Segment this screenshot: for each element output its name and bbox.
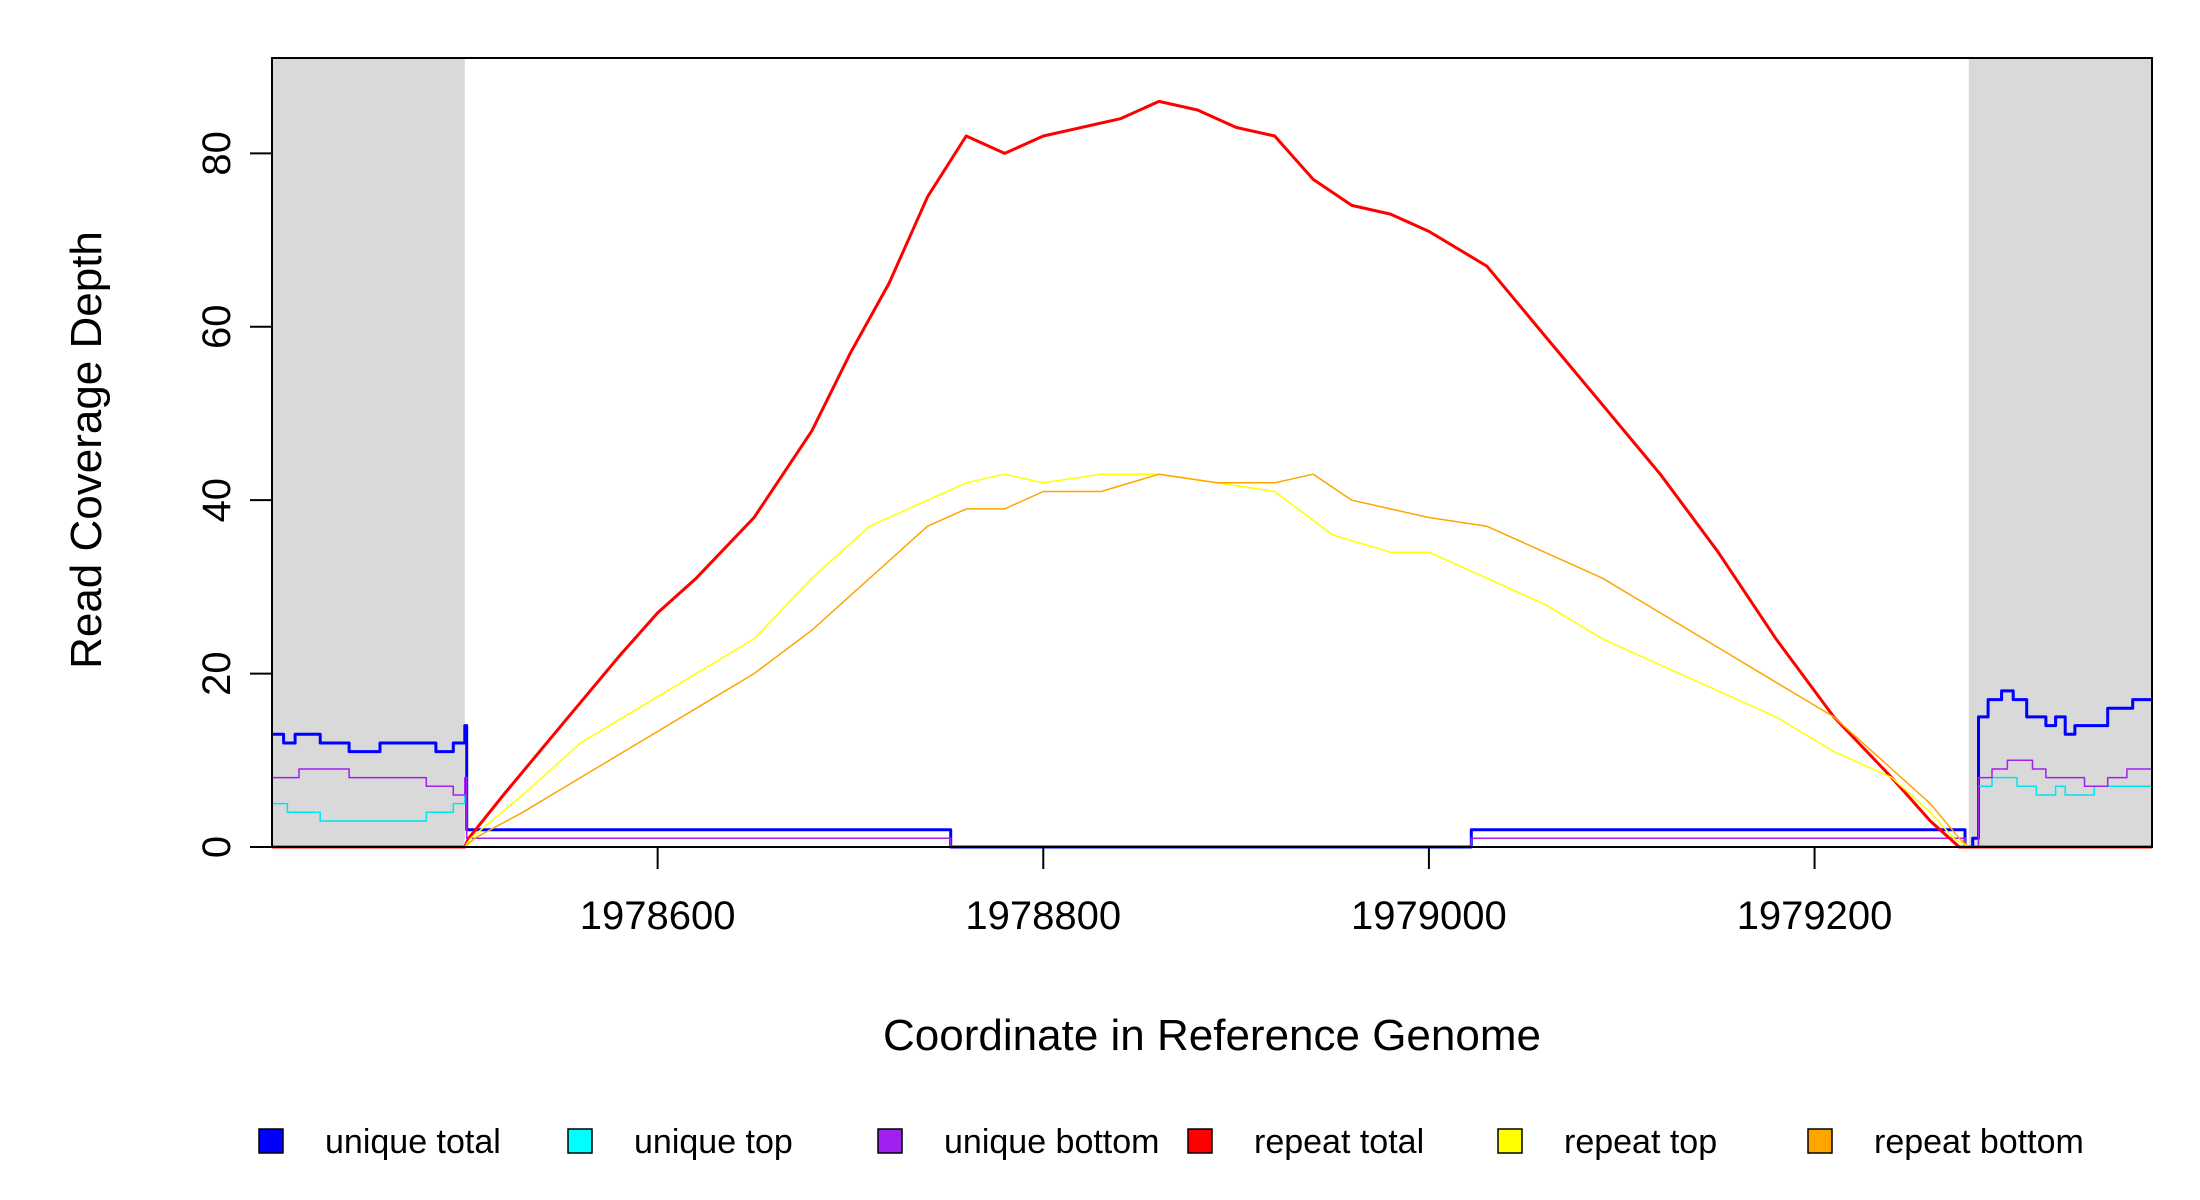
legend-item-repeat-bottom: repeat bottom — [1807, 1123, 2084, 1161]
x-axis-title: Coordinate in Reference Genome — [883, 1011, 1541, 1060]
legend-item-repeat-total: repeat total — [1187, 1123, 1424, 1161]
legend-label: unique top — [634, 1123, 793, 1161]
x-tick-label: 1979200 — [1737, 894, 1893, 938]
y-tick-label: 40 — [195, 478, 239, 522]
legend-label: unique bottom — [944, 1123, 1160, 1161]
legend-swatch — [1807, 1128, 1833, 1154]
series-unique-bottom — [272, 759, 2153, 848]
series-repeat-total — [272, 99, 2152, 849]
shaded-region-1 — [272, 58, 465, 847]
shaded-region-2 — [1968, 58, 2152, 847]
legend-item-unique-bottom: unique bottom — [877, 1123, 1160, 1161]
legend-label: repeat bottom — [1874, 1123, 2084, 1161]
legend: unique total unique top unique bottom repea… — [258, 1123, 2084, 1161]
legend-swatch — [877, 1128, 903, 1154]
legend-item-unique-total: unique total — [258, 1123, 501, 1161]
series-repeat-bottom — [272, 473, 2152, 848]
y-axis-title: Read Coverage Depth — [62, 231, 111, 669]
y-tick-label: 60 — [195, 305, 239, 350]
legend-item-unique-top: unique top — [567, 1123, 793, 1161]
legend-item-repeat-top: repeat top — [1497, 1123, 1717, 1161]
legend-swatch — [1497, 1128, 1523, 1154]
y-tick-label: 80 — [195, 131, 239, 176]
x-axis: 1978600 1978800 1979000 1979200 — [580, 847, 1893, 938]
y-tick-label: 20 — [195, 651, 239, 696]
legend-swatch — [1187, 1128, 1213, 1154]
series-lines — [272, 99, 2153, 849]
shaded-regions — [272, 58, 2152, 847]
legend-swatch — [567, 1128, 593, 1154]
x-tick-label: 1979000 — [1351, 894, 1507, 938]
legend-label: repeat top — [1564, 1123, 1717, 1161]
legend-swatch — [258, 1128, 284, 1154]
legend-label: unique total — [325, 1123, 501, 1161]
legend-label: repeat total — [1254, 1123, 1424, 1161]
y-tick-label: 0 — [195, 836, 239, 858]
x-tick-label: 1978800 — [965, 894, 1121, 938]
y-axis: 0 20 40 60 80 — [195, 131, 273, 858]
x-tick-label: 1978600 — [580, 894, 736, 938]
